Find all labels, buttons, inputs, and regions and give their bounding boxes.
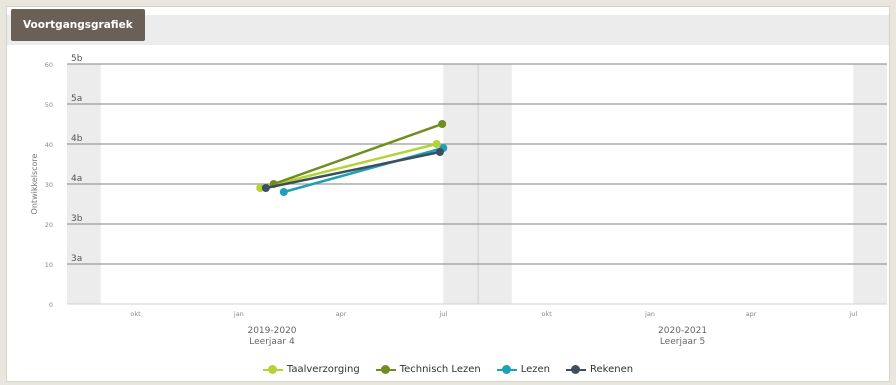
y-axis-label: Ontwikkelscore [30,153,39,214]
x-tick-label: jan [644,310,655,318]
level-band-label: 4b [71,134,83,144]
x-tick-label: jul [848,310,857,318]
legend-item[interactable]: Rekenen [566,364,633,375]
legend-swatch [375,364,396,375]
legend-label: Lezen [520,364,551,375]
series-line [259,142,437,190]
y-tick-label: 50 [45,101,53,109]
legend-label: Taalverzorging [286,364,360,375]
x-tick-label: apr [746,310,757,318]
y-tick-label: 0 [49,301,53,309]
chart-legend: Taalverzorging Technisch Lezen Lezen Rekene… [7,364,889,375]
x-tick-label: okt [541,310,552,318]
chart-title-tab: Voortgangsgrafiek [11,9,145,41]
x-tick-label: jan [233,310,244,318]
x-tick-label: jul [438,310,447,318]
header-bar [7,15,889,45]
y-tick-label: 10 [45,261,53,269]
legend-swatch [566,364,587,375]
level-band-label: 5a [71,94,82,104]
y-tick-label: 20 [45,221,53,229]
level-band-label: 3b [71,214,83,224]
legend-item[interactable]: Technisch Lezen [375,364,481,375]
legend-swatch [496,364,517,375]
legend-label: Rekenen [590,364,634,375]
data-point [438,120,447,128]
school-year-grade-label: Leerjaar 5 [660,337,705,347]
series-line [273,122,443,186]
data-point [256,184,265,192]
legend-item[interactable]: Taalverzorging [262,364,360,375]
level-band-label: 3a [71,254,82,264]
school-year-grade-label: Leerjaar 4 [249,337,295,347]
series-line [283,146,444,194]
data-point [435,148,444,156]
legend-label: Technisch Lezen [399,364,481,375]
data-point [279,188,288,196]
y-tick-label: 60 [45,61,53,69]
legend-swatch [262,364,283,375]
x-tick-label: okt [130,310,141,318]
legend-item[interactable]: Lezen [496,364,551,375]
x-tick-label: apr [336,310,347,318]
y-tick-label: 40 [45,141,53,149]
progress-chart: 0 10 20 30 40 50 60 3a 3b 4a 4b 5a 5b Ontwikkelscore o… [30,54,887,347]
data-point [432,140,441,148]
school-year-label: 2019-2020 [247,326,296,336]
y-tick-label: 30 [45,181,53,189]
chart-panel: Voortgangsgrafiek 0 10 20 30 40 50 60 3a 3b 4a 4b 5… [6,6,890,382]
series-line [265,150,441,190]
level-band-label: 4a [71,174,82,184]
level-band-label: 5b [71,54,83,64]
school-year-label: 2020-2021 [658,326,707,336]
data-point [261,184,270,192]
